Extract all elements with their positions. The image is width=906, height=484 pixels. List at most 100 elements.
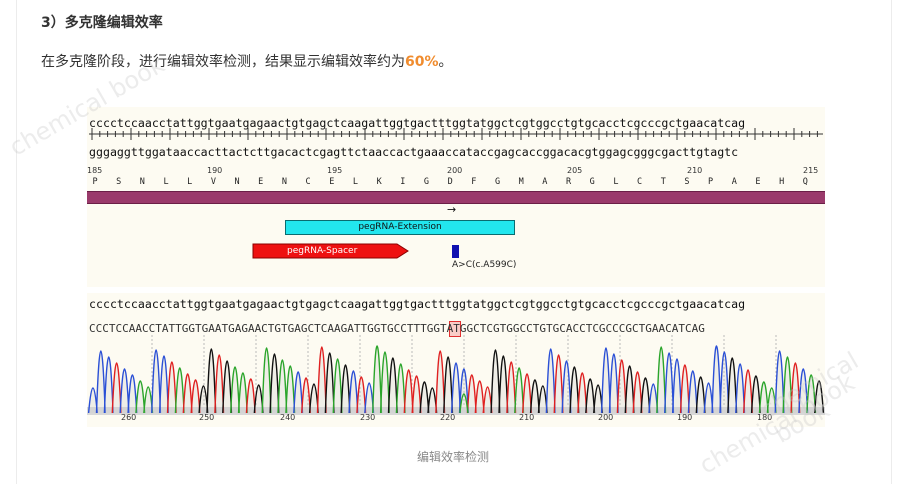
amino-acid: G	[494, 177, 501, 187]
trace-number: 190	[677, 413, 693, 422]
trace-peak	[135, 380, 146, 414]
position-number: 195	[327, 166, 343, 175]
trace-peak	[750, 375, 761, 414]
trace-peak	[119, 368, 130, 414]
amino-acid: T	[660, 177, 666, 187]
amino-acid: K	[376, 177, 382, 187]
position-numbers: 185 190 195 200 205 210 215	[87, 166, 825, 178]
trace-peak	[727, 357, 738, 414]
mutation-marker	[452, 245, 459, 258]
trace-peak	[111, 362, 122, 414]
gene-feature-bar	[87, 191, 825, 204]
trace-peak	[301, 377, 312, 414]
position-number: 185	[87, 166, 103, 175]
amino-acid: L	[352, 177, 358, 187]
trace-peak	[340, 364, 351, 414]
trace-peak	[127, 374, 138, 414]
trace-peak	[435, 350, 446, 414]
trace-peak	[443, 356, 454, 414]
trace-peak	[411, 375, 422, 414]
amino-acid: L	[163, 177, 169, 187]
trace-peak	[774, 350, 785, 414]
trace-peak	[782, 356, 793, 414]
position-number: 205	[567, 166, 583, 175]
amino-acid: C	[305, 177, 311, 187]
amino-acid: F	[471, 177, 477, 187]
trace-peak	[474, 380, 485, 414]
amino-acid: D	[447, 177, 453, 187]
amino-acid: E	[329, 177, 335, 187]
pegrna-spacer-label: pegRNA-Spacer	[287, 246, 358, 256]
trace-peak	[95, 350, 106, 414]
trace-number: 230	[360, 413, 376, 422]
trace-peak	[798, 368, 809, 414]
position-number: 215	[803, 166, 819, 175]
trace-peak	[174, 367, 185, 414]
trace-peak	[166, 361, 177, 414]
trace-peak	[214, 354, 225, 414]
paragraph-text: 在多克隆阶段，进行编辑效率检测，结果显示编辑效率约为	[41, 54, 405, 70]
trace-peak	[419, 381, 430, 414]
trace-peak	[245, 378, 256, 414]
trace-peak	[671, 358, 683, 414]
trace-peak	[521, 373, 533, 414]
trace-peak	[506, 361, 517, 414]
trace-peak	[261, 347, 272, 414]
trace-peak	[695, 376, 706, 414]
amino-acid: A	[731, 177, 737, 187]
position-number: 190	[207, 166, 223, 175]
trace-peak	[372, 345, 383, 414]
amino-acid: N	[234, 177, 240, 187]
trace-peak	[608, 353, 619, 414]
trace-peak	[664, 352, 675, 414]
trace-peak	[569, 366, 580, 414]
pegrna-extension-feature: pegRNA-Extension	[285, 220, 515, 235]
trace-peak	[553, 354, 564, 414]
trace-peak	[545, 348, 556, 414]
amino-acid: N	[139, 177, 145, 187]
amino-acid: N	[281, 177, 287, 187]
trace-peak	[103, 356, 114, 414]
trace-peak	[687, 370, 698, 414]
trace-peak	[324, 352, 335, 414]
trace-position-numbers: 260 250 240 230 220 210 200 190 180	[87, 413, 825, 425]
sanger-read-sequence: CCCTCCAACCTATTGGTGAATGAGAACTGTGAGCTCAAGA…	[89, 322, 705, 335]
aligned-reference-sequence: cccctccaacctattggtgaatgagaactgtgagctcaag…	[89, 297, 746, 311]
amino-acid: R	[565, 177, 572, 187]
secondary-peak	[459, 393, 469, 414]
amino-acid: A	[542, 177, 548, 187]
trace-peak	[529, 379, 540, 414]
trace-number: 180	[757, 413, 773, 422]
trace-peak	[277, 359, 288, 414]
trace-peak	[719, 351, 730, 414]
trace-number: 250	[199, 413, 215, 422]
amino-acid: S	[116, 177, 122, 187]
trace-peak	[735, 363, 746, 414]
trace-number: 210	[519, 413, 535, 422]
trace-baseline	[87, 407, 825, 415]
figure-caption: 编辑效率检测	[416, 450, 489, 464]
edited-base-highlight	[449, 321, 461, 337]
trace-peak	[616, 359, 627, 414]
efficiency-value: 60%	[405, 54, 439, 70]
trace-number: 260	[121, 413, 137, 422]
trace-peak	[790, 362, 801, 414]
amino-acid: H	[779, 177, 785, 187]
trace-peak	[466, 374, 477, 414]
trace-number: 240	[280, 413, 296, 422]
trace-peak	[206, 348, 217, 414]
trace-peak	[285, 365, 296, 414]
trace-peak	[450, 362, 462, 414]
amino-acid: V	[210, 177, 216, 187]
trace-number: 220	[440, 413, 456, 422]
amino-acid: P	[92, 177, 98, 187]
trace-peak	[182, 373, 193, 414]
amino-acid: S	[684, 177, 690, 187]
trace-peak	[222, 360, 233, 414]
section-heading: 3）多克隆编辑效率	[41, 15, 163, 31]
complement-sequence: gggaggttggataaccacttactcttgacactcgagttct…	[89, 145, 739, 159]
trace-peak	[158, 355, 170, 414]
trace-peak	[498, 355, 509, 414]
trace-peak	[293, 371, 304, 414]
